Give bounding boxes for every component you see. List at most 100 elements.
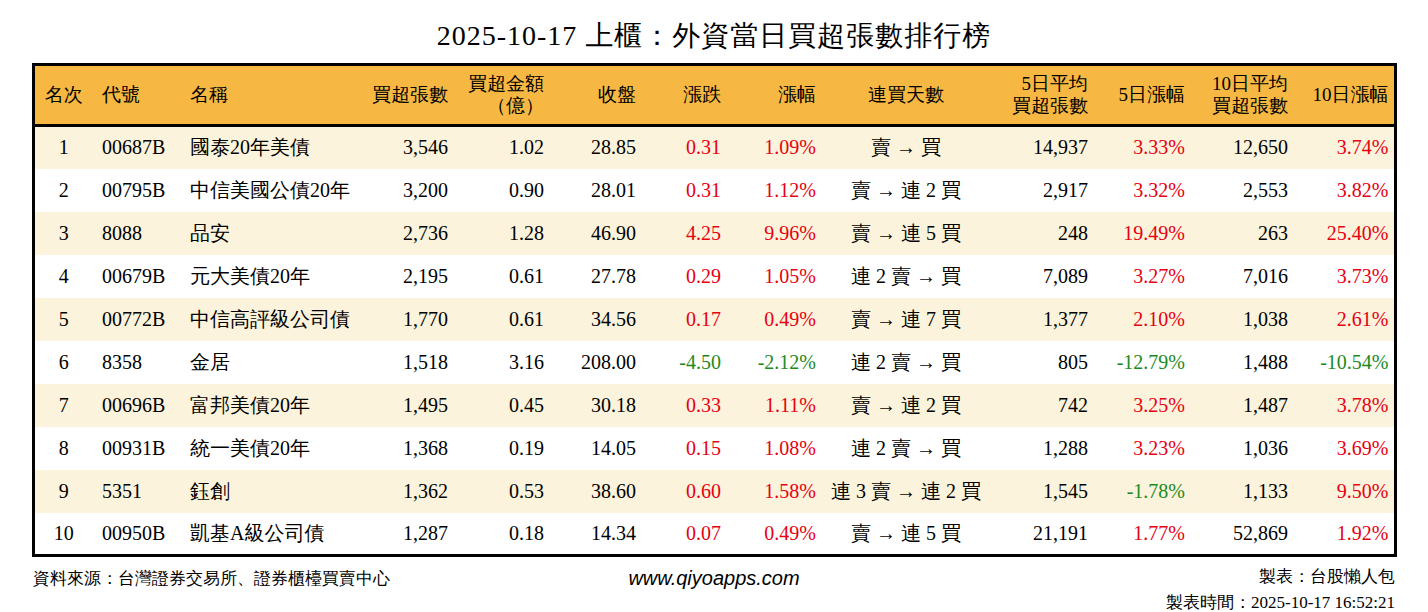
cell-net_buy: 1,518 (361, 341, 453, 384)
cell-amount: 0.45 (453, 384, 549, 427)
cell-change_pct: 1.12% (726, 169, 821, 212)
cell-change_pct: 9.96% (726, 212, 821, 255)
cell-name: 凱基A級公司債 (181, 513, 361, 556)
cell-net_buy: 2,195 (361, 255, 453, 298)
cell-change: 4.25 (641, 212, 726, 255)
cell-rank: 6 (33, 341, 93, 384)
cell-change_pct: 1.05% (726, 255, 821, 298)
cell-avg5: 1,288 (991, 427, 1093, 470)
cell-pct5: 3.32% (1093, 169, 1190, 212)
page-title: 2025-10-17 上櫃：外資當日買超張數排行榜 (0, 22, 1428, 50)
cell-streak: 連 3 賣 → 連 2 買 (821, 470, 991, 513)
cell-change: 0.29 (641, 255, 726, 298)
cell-name: 國泰20年美債 (181, 126, 361, 169)
cell-change_pct: 0.49% (726, 513, 821, 556)
column-header-net_buy: 買超張數 (361, 65, 453, 126)
cell-rank: 7 (33, 384, 93, 427)
cell-pct5: 3.27% (1093, 255, 1190, 298)
cell-pct10: 3.82% (1293, 169, 1395, 212)
cell-code: 00950B (93, 513, 181, 556)
cell-avg10: 1,036 (1190, 427, 1293, 470)
cell-rank: 4 (33, 255, 93, 298)
cell-pct10: 3.74% (1293, 126, 1395, 169)
cell-name: 金居 (181, 341, 361, 384)
ranking-table: 名次代號名稱買超張數買超金額 （億）收盤漲跌漲幅連買天數5日平均 買超張數5日漲… (32, 63, 1397, 557)
cell-change_pct: 1.11% (726, 384, 821, 427)
cell-pct10: 9.50% (1293, 470, 1395, 513)
website-link[interactable]: www.qiyoapps.com (628, 564, 799, 590)
cell-change: 0.07 (641, 513, 726, 556)
table-row: 800931B統一美債20年1,3680.1914.050.151.08%連 2… (33, 427, 1395, 470)
cell-amount: 3.16 (453, 341, 549, 384)
cell-avg5: 14,937 (991, 126, 1093, 169)
column-header-pct10: 10日漲幅 (1293, 65, 1395, 126)
cell-avg5: 7,089 (991, 255, 1093, 298)
cell-net_buy: 2,736 (361, 212, 453, 255)
cell-close: 28.85 (549, 126, 641, 169)
cell-amount: 0.61 (453, 298, 549, 341)
cell-change: 0.60 (641, 470, 726, 513)
cell-close: 34.56 (549, 298, 641, 341)
cell-change: -4.50 (641, 341, 726, 384)
cell-pct5: -12.79% (1093, 341, 1190, 384)
cell-pct10: 3.73% (1293, 255, 1395, 298)
cell-change_pct: 0.49% (726, 298, 821, 341)
cell-name: 富邦美債20年 (181, 384, 361, 427)
column-header-avg5: 5日平均 買超張數 (991, 65, 1093, 126)
cell-rank: 10 (33, 513, 93, 556)
cell-pct10: 25.40% (1293, 212, 1395, 255)
cell-avg10: 1,488 (1190, 341, 1293, 384)
column-header-rank: 名次 (33, 65, 93, 126)
cell-avg5: 248 (991, 212, 1093, 255)
cell-amount: 0.19 (453, 427, 549, 470)
column-header-pct5: 5日漲幅 (1093, 65, 1190, 126)
cell-pct10: -10.54% (1293, 341, 1395, 384)
cell-net_buy: 1,287 (361, 513, 453, 556)
cell-pct5: 1.77% (1093, 513, 1190, 556)
cell-name: 中信美國公債20年 (181, 169, 361, 212)
cell-code: 8088 (93, 212, 181, 255)
cell-amount: 0.90 (453, 169, 549, 212)
cell-change: 0.31 (641, 169, 726, 212)
maker-label: 製表：台股懶人包 (800, 564, 1395, 590)
table-header-row: 名次代號名稱買超張數買超金額 （億）收盤漲跌漲幅連買天數5日平均 買超張數5日漲… (33, 65, 1395, 126)
cell-name: 統一美債20年 (181, 427, 361, 470)
cell-avg10: 263 (1190, 212, 1293, 255)
column-header-streak: 連買天數 (821, 65, 991, 126)
cell-net_buy: 3,546 (361, 126, 453, 169)
cell-pct5: 3.33% (1093, 126, 1190, 169)
cell-code: 00931B (93, 427, 181, 470)
cell-amount: 1.02 (453, 126, 549, 169)
cell-close: 30.18 (549, 384, 641, 427)
cell-change: 0.15 (641, 427, 726, 470)
cell-close: 208.00 (549, 341, 641, 384)
cell-avg10: 1,487 (1190, 384, 1293, 427)
column-header-change: 漲跌 (641, 65, 726, 126)
cell-avg5: 2,917 (991, 169, 1093, 212)
cell-streak: 連 2 賣 → 買 (821, 427, 991, 470)
cell-streak: 連 2 賣 → 買 (821, 255, 991, 298)
cell-streak: 賣 → 連 5 買 (821, 212, 991, 255)
cell-amount: 0.18 (453, 513, 549, 556)
cell-close: 27.78 (549, 255, 641, 298)
cell-rank: 9 (33, 470, 93, 513)
cell-pct10: 3.69% (1293, 427, 1395, 470)
cell-net_buy: 3,200 (361, 169, 453, 212)
column-header-avg10: 10日平均 買超張數 (1190, 65, 1293, 126)
cell-change_pct: 1.09% (726, 126, 821, 169)
cell-amount: 0.53 (453, 470, 549, 513)
cell-streak: 賣 → 連 7 買 (821, 298, 991, 341)
cell-change: 0.33 (641, 384, 726, 427)
cell-streak: 賣 → 連 2 買 (821, 169, 991, 212)
cell-change_pct: 1.08% (726, 427, 821, 470)
table-row: 700696B富邦美債20年1,4950.4530.180.331.11%賣 →… (33, 384, 1395, 427)
column-header-code: 代號 (93, 65, 181, 126)
cell-pct5: 2.10% (1093, 298, 1190, 341)
cell-pct5: 3.23% (1093, 427, 1190, 470)
data-source-label: 資料來源：台灣證券交易所、證券櫃檯買賣中心 (33, 564, 628, 590)
cell-code: 00772B (93, 298, 181, 341)
cell-name: 品安 (181, 212, 361, 255)
cell-code: 8358 (93, 341, 181, 384)
cell-change_pct: 1.58% (726, 470, 821, 513)
table-row: 95351鈺創1,3620.5338.600.601.58%連 3 賣 → 連 … (33, 470, 1395, 513)
